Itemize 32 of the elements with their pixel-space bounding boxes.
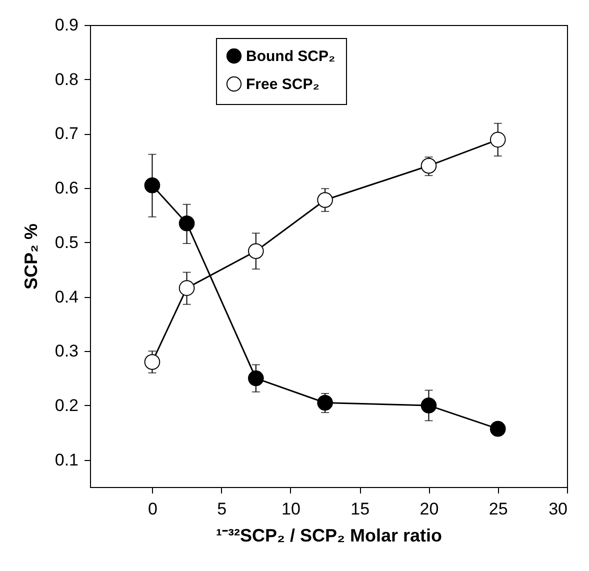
point	[248, 370, 264, 386]
y-tick-label: 0.7	[54, 124, 78, 144]
y-tick-label: 0.6	[54, 178, 78, 198]
x-tick-label: 20	[420, 500, 439, 518]
point	[490, 132, 506, 148]
x-tick-label: 5	[217, 500, 227, 518]
point	[420, 158, 437, 174]
point	[317, 394, 333, 411]
point	[144, 354, 160, 370]
y-tick-label: 0.2	[54, 396, 78, 415]
y-tick-label: 0.8	[54, 70, 78, 89]
point	[420, 398, 437, 414]
y-tick-label: 0.4	[54, 287, 78, 306]
x-tick-label: 0	[148, 500, 158, 518]
y-tick-label: 0.1	[54, 450, 78, 470]
y-tick-label: 0.3	[54, 342, 78, 361]
point	[317, 192, 333, 208]
x-tick-label: 30	[548, 500, 568, 518]
x-tick-label: 15	[350, 500, 370, 518]
point	[178, 280, 195, 296]
x-tick-label: 25	[488, 500, 508, 518]
legend-label: Bound SCP₂	[246, 48, 336, 65]
y-axis-title: SCP₂ %	[20, 223, 41, 290]
point	[178, 215, 195, 232]
x-axis-title: ¹⁻³²SCP₂ / SCP₂ Molar ratio	[216, 526, 442, 546]
point	[248, 243, 264, 260]
y-tick-label: 0.9	[54, 16, 78, 34]
y-tick-label: 0.5	[54, 232, 78, 252]
legend-label: Free SCP₂	[246, 76, 320, 93]
x-tick-label: 10	[282, 500, 300, 518]
point	[144, 177, 160, 194]
point	[490, 420, 506, 437]
